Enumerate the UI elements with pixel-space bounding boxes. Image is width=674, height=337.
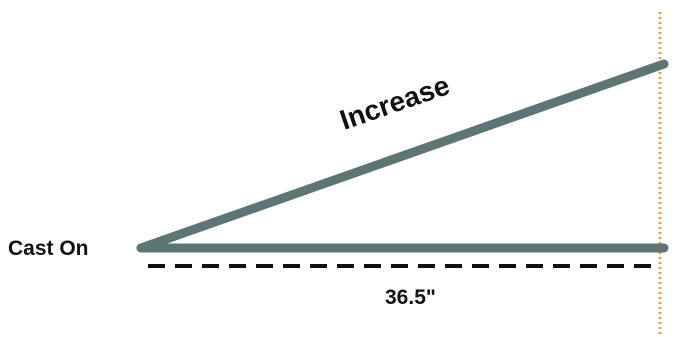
cast-on-label: Cast On bbox=[8, 237, 89, 260]
increase-label: Increase bbox=[336, 69, 454, 135]
increase-edge-line bbox=[136, 59, 669, 253]
measurement-label: 36.5" bbox=[385, 286, 436, 309]
